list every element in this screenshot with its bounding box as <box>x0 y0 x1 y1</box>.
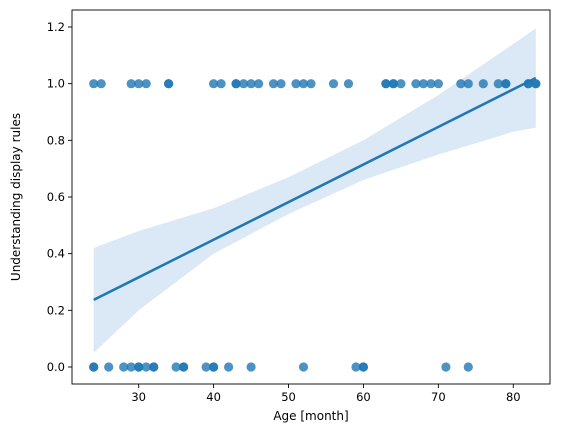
data-points <box>89 79 541 372</box>
x-tick-label: 60 <box>356 390 371 404</box>
data-point <box>358 362 368 372</box>
data-point <box>411 79 421 89</box>
data-point <box>134 362 144 372</box>
plot-area <box>89 28 541 372</box>
data-point <box>291 79 301 89</box>
y-tick-label: 1.2 <box>47 20 65 34</box>
y-tick-label: 1.0 <box>47 77 65 91</box>
data-point <box>306 79 316 89</box>
data-point <box>119 362 129 372</box>
data-point <box>149 362 159 372</box>
data-point <box>463 362 473 372</box>
x-tick-label: 70 <box>431 390 446 404</box>
data-point <box>418 79 428 89</box>
data-point <box>328 79 339 89</box>
data-point <box>276 79 286 89</box>
x-axis-label: Age [month] <box>273 409 348 423</box>
data-point <box>96 79 106 89</box>
data-point <box>254 79 264 89</box>
data-point <box>89 362 99 372</box>
data-point <box>463 79 473 89</box>
data-point <box>201 362 211 372</box>
data-point <box>343 79 354 89</box>
y-tick-label: 0.2 <box>47 303 65 317</box>
data-point <box>298 79 309 89</box>
data-point <box>134 79 144 89</box>
x-tick-label: 30 <box>131 390 146 404</box>
x-tick-label: 40 <box>206 390 221 404</box>
x-tick-label: 80 <box>506 390 521 404</box>
data-point <box>396 79 406 89</box>
data-point <box>381 79 391 89</box>
data-point <box>351 362 361 372</box>
y-tick-label: 0.6 <box>47 190 65 204</box>
data-point <box>501 79 511 89</box>
x-axis-ticks: 30 40 50 60 70 80 <box>131 384 521 404</box>
data-point <box>209 79 219 89</box>
y-tick-label: 0.4 <box>47 247 65 261</box>
data-point <box>298 362 309 372</box>
data-point <box>171 362 181 372</box>
x-tick-label: 50 <box>281 390 296 404</box>
data-point <box>104 362 114 372</box>
data-point <box>126 362 136 372</box>
data-point <box>388 79 398 89</box>
data-point <box>231 79 241 89</box>
data-point <box>164 79 174 89</box>
data-point <box>493 79 503 89</box>
data-point <box>89 79 99 89</box>
data-point <box>239 79 249 89</box>
y-tick-label: 0.8 <box>47 133 65 147</box>
y-tick-label: 0.0 <box>47 360 65 374</box>
data-point <box>246 79 256 89</box>
confidence-band <box>93 28 536 353</box>
data-point <box>268 79 279 89</box>
data-point <box>209 362 219 372</box>
data-point <box>426 79 436 89</box>
data-point <box>224 362 234 372</box>
regression-line <box>93 76 537 302</box>
data-point <box>441 362 451 372</box>
data-point <box>456 79 466 89</box>
data-point <box>246 362 256 372</box>
y-axis-label: Understanding display rules <box>9 113 23 281</box>
data-point <box>141 362 151 372</box>
y-axis-ticks: 0.0 0.2 0.4 0.6 0.8 1.0 1.2 <box>47 20 72 374</box>
data-point <box>216 79 226 89</box>
data-point <box>179 362 189 372</box>
data-point <box>141 79 151 89</box>
data-point <box>531 79 541 89</box>
data-point <box>126 79 136 89</box>
data-point <box>433 79 443 89</box>
data-point <box>478 79 488 89</box>
